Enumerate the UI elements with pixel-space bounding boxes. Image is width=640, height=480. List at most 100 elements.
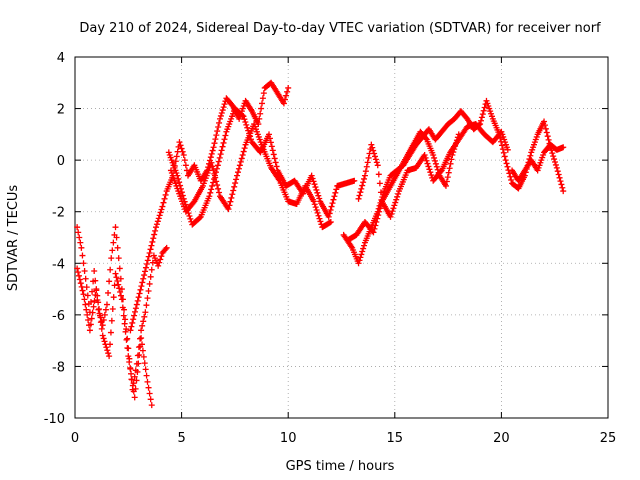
data-point	[103, 344, 110, 351]
data-point	[207, 154, 214, 161]
data-point	[312, 184, 319, 191]
data-point	[146, 249, 153, 256]
data-point	[359, 248, 366, 255]
data-point	[236, 162, 243, 169]
data-point	[98, 325, 105, 332]
data-point	[108, 255, 115, 262]
data-point	[208, 186, 215, 193]
data-point	[542, 125, 549, 132]
data-point	[92, 277, 99, 284]
data-point	[545, 136, 552, 143]
data-point	[421, 151, 428, 158]
data-point	[109, 247, 116, 254]
data-point	[552, 158, 559, 165]
data-point	[267, 139, 274, 146]
data-point	[79, 252, 86, 259]
data-point	[91, 297, 98, 304]
data-point	[361, 175, 368, 182]
data-point	[159, 203, 166, 210]
data-point	[157, 256, 164, 263]
data-point	[87, 298, 94, 305]
data-point	[242, 119, 249, 126]
data-point	[237, 158, 244, 165]
data-point	[113, 274, 120, 281]
data-point	[107, 341, 114, 348]
data-point	[371, 225, 378, 232]
data-point	[228, 194, 235, 201]
data-point	[133, 377, 140, 384]
data-point	[135, 360, 142, 367]
data-point	[90, 303, 97, 310]
data-point	[232, 180, 239, 187]
data-point	[234, 169, 241, 176]
data-point	[118, 296, 125, 303]
x-tick-label: 10	[280, 431, 297, 446]
data-point	[558, 181, 565, 188]
data-point	[229, 191, 236, 198]
data-point	[452, 143, 459, 150]
data-point	[131, 373, 138, 380]
data-point	[313, 186, 320, 193]
data-point	[376, 208, 383, 215]
data-point	[77, 280, 84, 287]
data-point	[375, 171, 382, 178]
data-point	[136, 290, 143, 297]
data-point	[105, 350, 112, 357]
data-point	[128, 370, 135, 377]
data-point	[310, 198, 317, 205]
data-point	[451, 146, 458, 153]
data-point	[102, 306, 109, 313]
data-point	[428, 172, 435, 179]
data-point	[113, 234, 120, 241]
data-point	[84, 292, 91, 299]
data-point	[374, 162, 381, 169]
data-point	[477, 117, 484, 124]
data-point	[153, 224, 160, 231]
data-point	[106, 353, 113, 360]
data-point	[143, 372, 150, 379]
data-point	[151, 231, 158, 238]
data-point	[142, 264, 149, 271]
data-point	[358, 251, 365, 258]
data-point	[332, 189, 339, 196]
data-point	[82, 275, 89, 282]
data-point	[499, 146, 506, 153]
data-point	[130, 316, 137, 323]
data-point	[75, 229, 82, 236]
data-point	[553, 164, 560, 171]
data-point	[208, 159, 215, 166]
data-point	[360, 179, 367, 186]
data-point	[81, 268, 88, 275]
data-point	[145, 288, 152, 295]
data-point	[187, 215, 194, 222]
data-point	[218, 109, 225, 116]
data-point	[325, 213, 332, 220]
y-tick-label: 2	[57, 103, 65, 118]
data-point	[258, 105, 265, 112]
data-point	[215, 158, 222, 165]
data-point	[431, 154, 438, 161]
data-point	[218, 147, 225, 154]
data-point	[328, 203, 335, 210]
data-point	[139, 341, 146, 348]
data-point	[135, 294, 142, 301]
data-point	[372, 222, 379, 229]
data-point	[259, 100, 266, 107]
data-point	[243, 121, 250, 128]
data-point	[91, 268, 98, 275]
data-point	[504, 146, 511, 153]
data-point	[155, 262, 162, 269]
data-marks	[74, 79, 567, 409]
data-point	[127, 364, 134, 371]
data-point	[76, 276, 83, 283]
data-point	[351, 177, 358, 184]
data-point	[87, 321, 94, 328]
data-point	[85, 317, 92, 324]
data-point	[140, 275, 147, 282]
data-point	[158, 253, 165, 260]
data-point	[150, 235, 157, 242]
data-point	[125, 353, 132, 360]
data-point	[147, 246, 154, 253]
